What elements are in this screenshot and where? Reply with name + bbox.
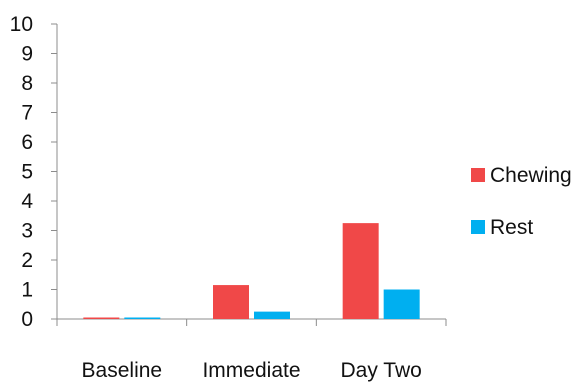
legend-swatch-rest	[471, 220, 485, 234]
y-tick-label: 8	[21, 72, 33, 95]
x-category-label: Day Two	[341, 359, 422, 382]
x-axis-categories: Baseline Immediate Day Two	[56, 319, 447, 382]
legend-swatch-chewing	[471, 168, 485, 182]
y-tick-label: 7	[21, 102, 33, 125]
y-tick-label: 6	[21, 131, 33, 154]
chart-axes	[56, 24, 446, 320]
y-axis-ticks: 0 1 2 3 4 5 6 7 8 9 10	[10, 13, 57, 331]
legend-label-rest: Rest	[490, 216, 533, 239]
y-tick-label: 1	[21, 279, 33, 302]
chart-legend: Chewing Rest	[471, 164, 572, 239]
y-tick-label: 4	[21, 190, 33, 213]
x-category-label: Immediate	[202, 359, 300, 382]
y-tick-label: 10	[10, 13, 33, 36]
bar-rest-baseline	[124, 317, 161, 319]
y-tick-label: 5	[21, 161, 33, 184]
bar-rest-day-two	[383, 289, 420, 319]
y-tick-label: 2	[21, 249, 33, 272]
bar-chewing-baseline	[83, 317, 120, 319]
y-tick-label: 0	[21, 308, 33, 331]
y-tick-label: 3	[21, 220, 33, 243]
y-tick-label: 9	[21, 43, 33, 66]
chart-bars	[83, 223, 420, 319]
bar-chewing-day-two	[342, 223, 379, 319]
x-category-label: Baseline	[82, 359, 163, 382]
bar-rest-immediate	[254, 311, 290, 319]
bar-chewing-immediate	[213, 285, 249, 319]
legend-label-chewing: Chewing	[490, 164, 572, 187]
